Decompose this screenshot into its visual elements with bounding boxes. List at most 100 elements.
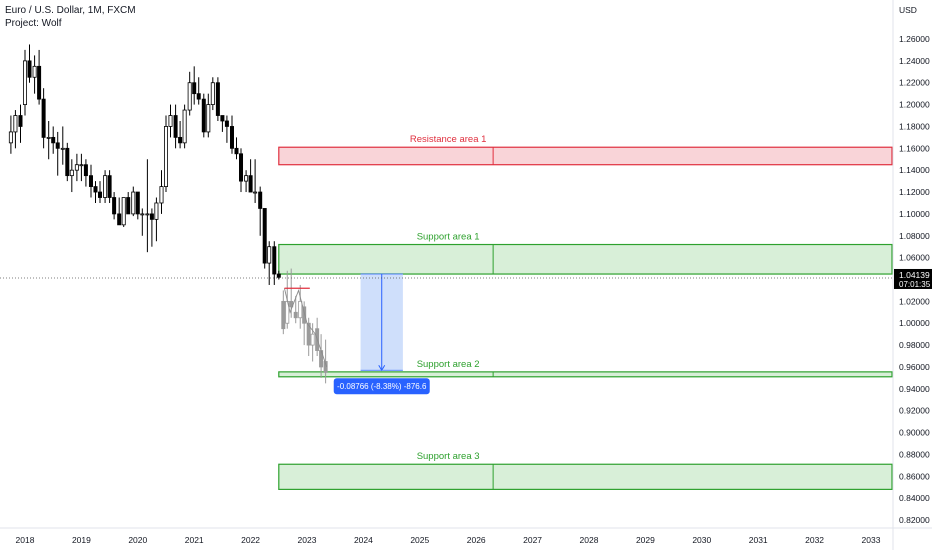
projection-candle [281,290,286,335]
y-tick-label: 0.86000 [899,471,930,481]
zone-box[interactable] [278,243,893,275]
y-tick-label: 1.24000 [899,56,930,66]
measure-layer: -0.08766 (-8.38%) -876.6 [333,273,430,395]
candle-body [276,273,281,278]
zones-layer: Resistance area 1 Support area 1 Support a… [278,134,893,490]
x-tick-label: 2033 [862,535,881,545]
candle [272,241,277,285]
y-tick-label: 1.06000 [899,253,930,263]
x-tick-label: 2020 [128,535,147,545]
candle [187,71,192,116]
candle [201,93,206,138]
candle-body [229,126,234,149]
zone-box[interactable] [278,371,893,378]
candle [258,186,263,236]
y-tick-label: 0.96000 [899,362,930,372]
projection-body [302,306,307,324]
candle-body [41,98,46,138]
candle [98,181,103,203]
x-tick-label: 2032 [805,535,824,545]
zone-box[interactable] [278,146,893,166]
candle-body [173,115,178,138]
candle [37,49,42,105]
y-tick-label: 1.14000 [899,165,930,175]
candle-body [107,175,112,198]
candle-body [32,65,37,78]
candle [234,137,239,160]
candle [210,77,215,111]
candle [192,66,197,105]
candle [112,192,117,220]
candle-body [60,147,65,150]
x-tick-label: 2022 [241,535,260,545]
candle-body [215,82,220,116]
candle [27,44,32,83]
countdown-label: 07:01:35 [899,280,931,289]
candle [163,115,168,193]
zone-box[interactable] [278,463,893,490]
candle [248,159,253,193]
candle [13,110,18,149]
candle-body [98,191,103,198]
x-tick-label: 2026 [467,535,486,545]
candle [135,191,140,220]
candle [196,77,201,105]
candle-body [69,169,74,177]
candle [18,104,23,143]
candle-body [55,142,60,149]
candle-body [253,191,258,194]
y-tick-label: 1.02000 [899,296,930,306]
candle [65,142,70,182]
candle-body [51,136,56,144]
candle-body [196,93,201,100]
y-tick-label: 1.08000 [899,231,930,241]
candle-body [159,186,164,204]
candle [88,164,93,198]
candle-body [182,109,187,144]
candle-body [88,175,93,187]
candle-body [79,164,84,167]
chart-title: Euro / U.S. Dollar, 1M, FXCM [5,5,136,16]
projection-body [306,322,311,346]
y-tick-label: 1.18000 [899,121,930,131]
candle-body [27,60,32,78]
candle-body [239,153,244,182]
candle [126,192,131,215]
projection-body [310,333,315,346]
candle-body [262,208,267,264]
currency-label: USD [899,5,917,15]
projection-body [281,300,286,330]
candle-body [93,186,98,193]
zone-label: Support area 2 [417,359,480,370]
y-tick-label: 0.92000 [899,406,930,416]
projection-body [293,311,298,319]
candle-body [46,136,51,139]
y-tick-label: 1.26000 [899,34,930,44]
candle-body [178,136,183,144]
candle-body [126,197,131,215]
candle [159,170,164,214]
zone-label: Support area 1 [417,232,480,243]
candle-body [149,213,154,220]
y-tick-label: 1.20000 [899,100,930,110]
candle [168,104,173,138]
projection-layer [281,268,328,384]
x-tick-label: 2029 [636,535,655,545]
candle-body [131,191,136,215]
candle [46,120,51,160]
projection-body [298,300,303,319]
candle-body [140,213,145,216]
candle [117,197,122,226]
y-tick-label: 0.84000 [899,493,930,503]
candle-body [103,175,108,198]
candle-body [206,104,211,133]
candle-body [168,115,173,127]
candle [140,208,145,236]
x-tick-label: 2018 [16,535,35,545]
zone-label: Resistance area 1 [410,134,487,145]
y-tick-label: 0.94000 [899,384,930,394]
y-tick-label: 1.10000 [899,209,930,219]
candle-body [74,164,79,171]
candle-body [117,213,122,226]
